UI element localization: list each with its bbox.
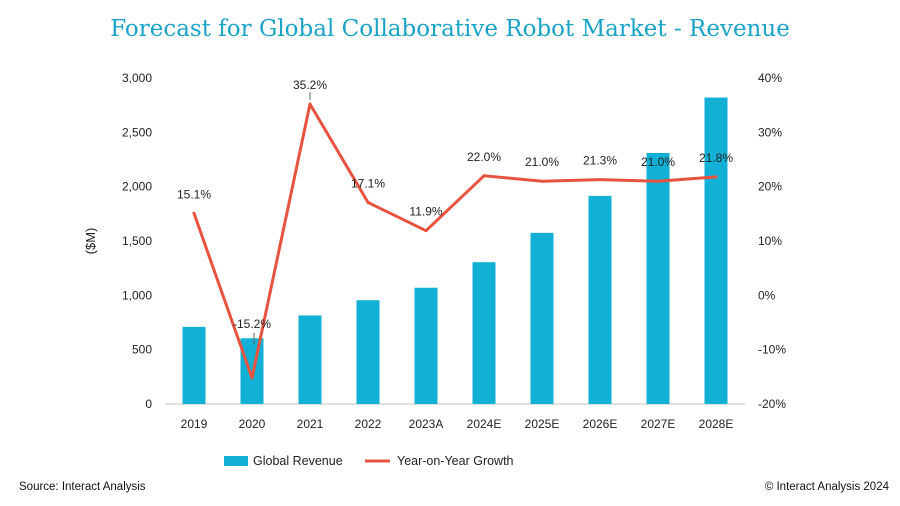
data-label: 15.1% <box>177 187 211 201</box>
data-label: 11.9% <box>409 205 442 219</box>
line-point <box>308 102 312 106</box>
y-tick-label: 500 <box>132 343 152 357</box>
line-point <box>714 175 718 179</box>
bar <box>588 195 612 404</box>
line-point <box>366 200 370 204</box>
line-point <box>598 178 602 182</box>
bar <box>298 315 322 404</box>
x-tick-label: 2023A <box>409 417 444 431</box>
bar <box>414 287 438 404</box>
source-note: Source: Interact Analysis <box>19 481 146 493</box>
line-point <box>250 376 254 380</box>
x-tick-label: 2028E <box>699 417 734 431</box>
bar <box>182 326 206 404</box>
data-label: 21.3% <box>583 154 617 168</box>
y-tick-label: 2,500 <box>122 125 152 139</box>
data-label: -15.2% <box>233 317 271 331</box>
y2-tick-label: 40% <box>758 71 782 85</box>
y-tick-label: 1,500 <box>122 234 152 248</box>
line-point <box>192 211 196 215</box>
legend-label: Global Revenue <box>253 454 343 468</box>
y2-tick-label: 30% <box>758 125 782 139</box>
y2-tick-label: -20% <box>758 397 786 411</box>
x-tick-label: 2019 <box>181 417 208 431</box>
x-tick-label: 2027E <box>641 417 676 431</box>
data-label: 22.0% <box>467 150 501 164</box>
y2-tick-label: 20% <box>758 180 782 194</box>
bar <box>646 152 670 404</box>
series-line <box>192 102 718 380</box>
data-label: 35.2% <box>293 78 327 92</box>
x-tick-label: 2022 <box>355 417 382 431</box>
x-tick-label: 2020 <box>239 417 266 431</box>
y-axis-label: ($M) <box>83 228 98 255</box>
chart-title: Forecast for Global Collaborative Robot … <box>110 16 790 42</box>
y-tick-label: 3,000 <box>122 71 152 85</box>
y-tick-label: 1,000 <box>122 288 152 302</box>
x-tick-label: 2026E <box>583 417 618 431</box>
x-tick-label: 2025E <box>525 417 560 431</box>
chart-area: 0 500 1,000 1,500 2,000 2,500 3,000 -20% -10% 0% 1… <box>83 71 786 468</box>
bar <box>530 232 554 404</box>
data-label: 21.0% <box>641 155 675 169</box>
y2-tick-label: 0% <box>758 288 776 302</box>
x-tick-label: 2024E <box>467 417 502 431</box>
y2-tick-label: -10% <box>758 343 786 357</box>
bar <box>472 262 496 404</box>
line-point <box>424 229 428 233</box>
legend-label: Year-on-Year Growth <box>397 454 514 468</box>
line-point <box>482 174 486 178</box>
copyright-note: © Interact Analysis 2024 <box>764 481 889 493</box>
line-point <box>656 179 660 183</box>
x-tick-label: 2021 <box>297 417 324 431</box>
bar <box>356 300 380 404</box>
y-tick-label: 2,000 <box>122 180 152 194</box>
bar <box>704 97 728 404</box>
legend-swatch-bar <box>224 456 248 466</box>
data-label: 21.8% <box>699 151 733 165</box>
y-tick-label: 0 <box>145 397 152 411</box>
y2-tick-label: 10% <box>758 234 782 248</box>
data-label: 17.1% <box>351 176 385 190</box>
data-label: 21.0% <box>525 155 559 169</box>
line-point <box>540 179 544 183</box>
